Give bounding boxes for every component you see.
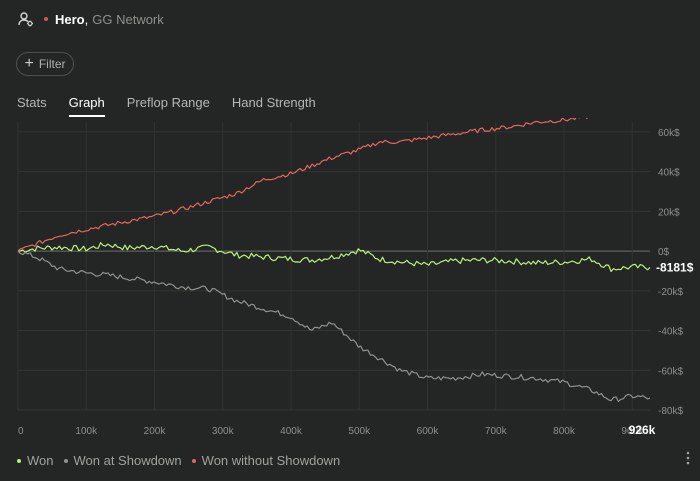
y-tick-label: -60k$ — [658, 366, 683, 377]
current-value-label: -8181$ — [656, 260, 694, 274]
tab-preflop-range[interactable]: Preflop Range — [126, 95, 210, 110]
legend-won-without-showdown[interactable]: Won without Showdown — [191, 453, 341, 468]
tab-stats[interactable]: Stats — [17, 95, 47, 110]
y-tick-label: 20k$ — [658, 207, 680, 218]
x-tick-label: 200k — [144, 426, 167, 437]
legend-won[interactable]: Won — [17, 453, 54, 468]
x-end-label: 926k — [629, 423, 656, 437]
status-dot — [44, 17, 48, 21]
legend-dot-no-showdown — [191, 458, 196, 463]
x-tick-label: 800k — [553, 426, 576, 437]
chart-legend: Won Won at Showdown Won without Showdown — [17, 453, 350, 468]
legend-label-no-showdown: Won without Showdown — [201, 453, 341, 468]
y-tick-label: 60k$ — [658, 128, 680, 139]
legend-won-at-showdown[interactable]: Won at Showdown — [63, 453, 182, 468]
x-tick-label: 0 — [18, 426, 24, 437]
chart-svg: 60k$ 40k$ 20k$ 0$ -20k$ -40k$ -60k$ -80k$ 0 100k 2… — [17, 118, 694, 437]
profit-chart[interactable]: 60k$ 40k$ 20k$ 0$ -20k$ -40k$ -60k$ -80k$ 0 100k 2… — [0, 118, 700, 448]
y-tick-label: -40k$ — [658, 327, 683, 338]
network-name: GG Network — [92, 11, 164, 27]
filter-label: Filter — [38, 57, 66, 71]
x-tick-label: 900k — [621, 426, 644, 437]
user-settings-icon[interactable] — [18, 11, 34, 27]
series-line-won-without-showdown — [17, 118, 588, 252]
player-name: Hero — [55, 11, 85, 27]
separator: , — [84, 11, 89, 27]
y-tick-label: 0$ — [658, 247, 670, 258]
y-tick-label: -20k$ — [658, 287, 683, 298]
y-tick-label: -80k$ — [658, 406, 683, 417]
legend-dot-won — [17, 458, 21, 463]
tab-hand-strength[interactable]: Hand Strength — [231, 95, 316, 110]
more-options-icon[interactable] — [686, 451, 690, 465]
series-line-won-at-showdown — [17, 250, 651, 402]
x-tick-label: 400k — [280, 426, 303, 437]
x-tick-label: 100k — [75, 426, 98, 437]
plus-icon: + — [24, 55, 34, 72]
x-tick-label: 300k — [212, 426, 235, 437]
series-line-won — [17, 242, 651, 273]
x-tick-label: 600k — [417, 426, 440, 437]
filter-button[interactable]: + Filter — [16, 52, 74, 76]
tab-graph[interactable]: Graph — [68, 95, 105, 117]
x-tick-label: 500k — [348, 426, 371, 437]
legend-dot-showdown — [63, 458, 68, 463]
y-tick-label: 40k$ — [658, 168, 680, 179]
legend-label-won: Won — [27, 453, 54, 468]
tab-bar: Stats Graph Preflop Range Hand Strength — [17, 95, 338, 117]
page-header: Hero , GG Network — [18, 10, 164, 28]
legend-label-showdown: Won at Showdown — [73, 453, 182, 468]
x-tick-label: 700k — [485, 426, 508, 437]
